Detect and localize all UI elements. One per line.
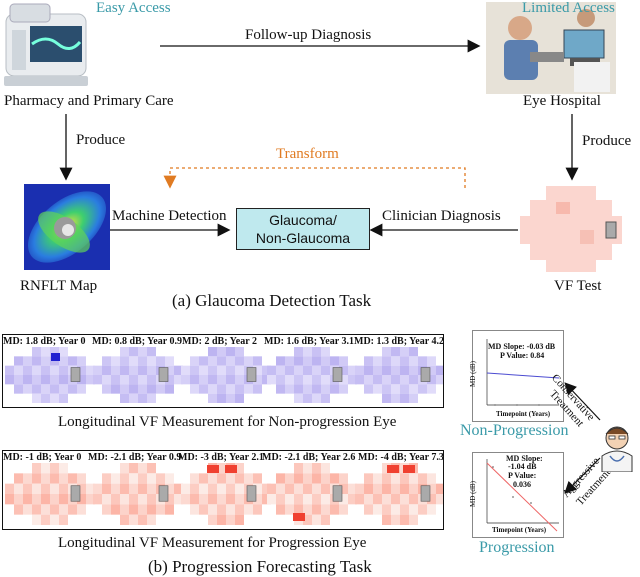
nonprog-label-4: MD: 1.3 dB; Year 4.2: [354, 336, 444, 347]
prog-label-2: MD: -3 dB; Year 2.1: [178, 452, 264, 463]
glaucoma-box-line2: Non-Glaucoma: [255, 230, 351, 246]
rnflt-map-image: [24, 184, 110, 270]
doctor-icon: [596, 420, 638, 473]
machine-detection-label: Machine Detection: [112, 208, 227, 224]
nonprog-vf-map-0: [5, 347, 95, 403]
glaucoma-box-line1: Glaucoma/: [269, 212, 337, 228]
prog-label-4: MD: -4 dB; Year 7.3: [358, 452, 444, 463]
follow-up-arrow: [59, 39, 579, 237]
prog-label-3: MD: -2.1 dB; Year 2.6: [262, 452, 356, 463]
produce-left-label: Produce: [76, 132, 126, 148]
produce-right-label: Produce: [582, 133, 632, 149]
prog-ylabel: MD (dB): [468, 481, 477, 507]
prog-chart: [472, 452, 564, 538]
follow-up-label: Follow-up Diagnosis: [245, 27, 372, 43]
nonprog-vf-map-3: [267, 347, 357, 403]
nonprog-vf-map-1: [93, 347, 183, 403]
prog-vf-map-2: [181, 463, 271, 525]
part-b-caption: (b) Progression Forecasting Task: [148, 557, 372, 576]
prog-label-0: MD: -1 dB; Year 0: [3, 452, 82, 463]
nonprog-label-3: MD: 1.6 dB; Year 3.1: [264, 336, 354, 347]
prog-vf-maps: [5, 463, 445, 525]
nonprog-caption: Longitudinal VF Measurement for Non-prog…: [58, 414, 397, 430]
clinician-diagnosis-label: Clinician Diagnosis: [382, 208, 501, 224]
vf-test-label: VF Test: [554, 278, 602, 294]
eye-hospital-label: Eye Hospital: [523, 93, 601, 109]
prog-vf-map-3: [267, 463, 357, 525]
prog-caption: Longitudinal VF Measurement for Progress…: [58, 535, 367, 551]
prog-vf-map-1: [93, 463, 183, 525]
nonprog-label-0: MD: 1.8 dB; Year 0: [3, 336, 86, 347]
vf-test-image: [516, 184, 626, 274]
oct-device-image: [0, 0, 92, 92]
prog-pvalue: P Value:: [508, 471, 537, 480]
nonprog-ylabel: MD (dB): [468, 361, 477, 387]
nonprog-pvalue: P Value: 0.84: [500, 351, 545, 360]
nonprog-chart: [472, 330, 564, 422]
nonprog-slope: MD Slope: -0.03 dB: [488, 342, 556, 351]
limited-access-label: Limited Access: [522, 0, 615, 16]
nonprog-vf-maps: [5, 347, 445, 403]
prog-slope-value: -1.04 dB: [508, 462, 537, 471]
prog-label-1: MD: -2.1 dB; Year 0.9: [88, 452, 182, 463]
nonprog-vf-map-2: [181, 347, 271, 403]
prog-slope: MD Slope:: [506, 454, 543, 463]
prog-pvalue-value: 0.036: [513, 480, 531, 489]
nonprog-label-1: MD: 0.8 dB; Year 0.9: [92, 336, 182, 347]
prog-strip: [2, 450, 445, 530]
prog-vf-map-0: [5, 463, 95, 525]
eye-hospital-image: [486, 2, 616, 94]
nonprog-label-2: MD: 2 dB; Year 2: [182, 336, 257, 347]
transform-label: Transform: [276, 146, 339, 162]
rnflt-label: RNFLT Map: [20, 278, 98, 294]
nonprog-xlabel: Timepoint (Years): [496, 410, 551, 418]
nonprog-vf-map-4: [355, 347, 445, 403]
prog-title: Progression: [479, 539, 555, 556]
pharmacy-label: Pharmacy and Primary Care: [4, 93, 174, 109]
part-a-caption: (a) Glaucoma Detection Task: [172, 291, 372, 310]
treatment-arrows: [564, 382, 601, 494]
easy-access-label: Easy Access: [96, 0, 171, 16]
nonprog-title: Non-Progression: [460, 422, 569, 439]
glaucoma-box: Glaucoma/ Non-Glaucoma: [236, 208, 370, 250]
prog-xlabel: Timepoint (Years): [492, 526, 547, 534]
nonprog-strip: [2, 334, 445, 408]
